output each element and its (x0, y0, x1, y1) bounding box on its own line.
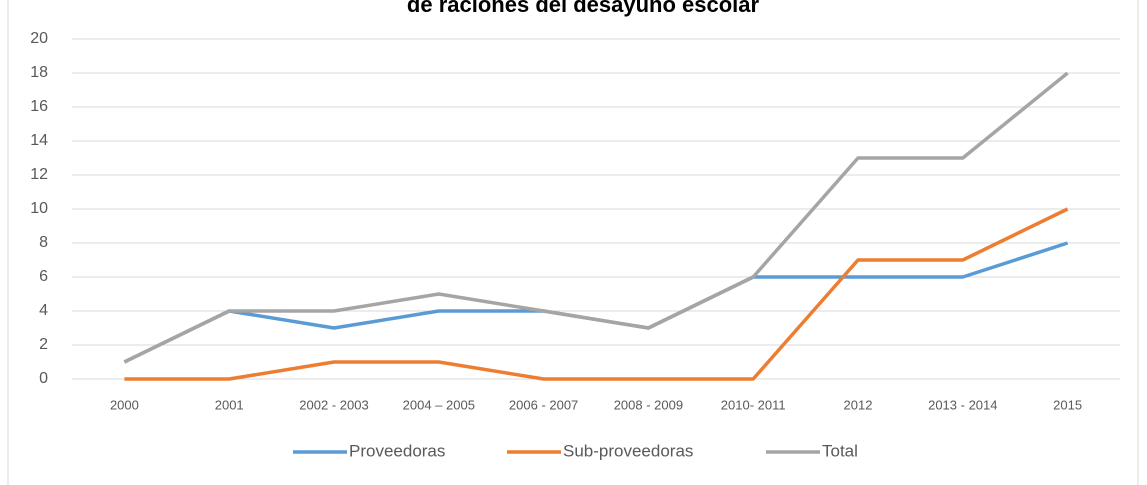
x-tick-label: 2010- 2011 (721, 397, 786, 412)
x-tick-label: 2001 (215, 397, 244, 412)
y-tick-label: 16 (30, 98, 48, 115)
y-tick-label: 0 (39, 370, 48, 387)
y-tick-label: 4 (39, 302, 48, 319)
x-tick-label: 2008 - 2009 (614, 397, 683, 412)
legend-label: Total (822, 441, 858, 460)
y-tick-label: 18 (30, 64, 48, 81)
x-tick-label: 2013 - 2014 (928, 397, 997, 412)
x-tick-label: 2000 (110, 397, 139, 412)
y-tick-label: 2 (39, 336, 48, 353)
y-tick-label: 10 (30, 200, 48, 217)
x-tick-label: 2012 (844, 397, 873, 412)
y-tick-label: 6 (39, 268, 48, 285)
y-tick-label: 12 (30, 166, 48, 183)
x-tick-label: 2002 - 2003 (299, 397, 368, 412)
series-line (123, 71, 1069, 364)
legend-label: Sub-proveedoras (563, 441, 693, 460)
x-tick-label: 2006 - 2007 (509, 397, 578, 412)
x-tick-label: 2015 (1053, 397, 1082, 412)
y-tick-label: 8 (39, 234, 48, 251)
chart-title: de raciones del desayuno escolar (407, 0, 760, 17)
x-tick-label: 2004 – 2005 (403, 397, 475, 412)
legend-label: Proveedoras (349, 441, 445, 460)
y-tick-label: 14 (30, 132, 48, 149)
chart-frame (7, 0, 1139, 485)
series-line (124, 207, 1069, 381)
y-tick-label: 20 (30, 30, 48, 47)
